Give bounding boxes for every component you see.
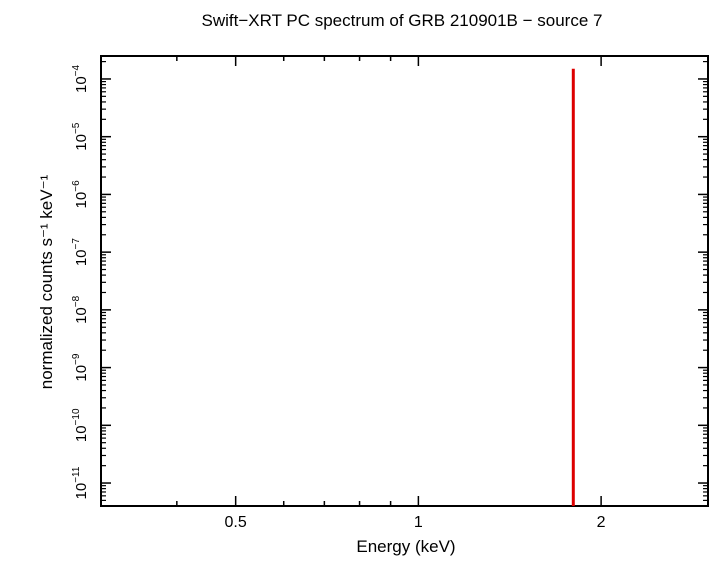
y-tick-label: 10−8 xyxy=(71,295,90,324)
y-tick-label: 10−10 xyxy=(71,408,90,442)
y-tick-label: 10−9 xyxy=(71,353,90,382)
y-tick-label: 10−6 xyxy=(71,180,90,209)
x-tick-label: 1 xyxy=(414,514,423,531)
y-tick-label: 10−4 xyxy=(71,64,90,93)
plot-frame xyxy=(100,55,709,507)
y-tick-label: 10−5 xyxy=(71,122,90,151)
y-tick-label: 10−7 xyxy=(71,238,90,267)
x-tick-label: 2 xyxy=(597,514,606,531)
y-axis-label: normalized counts s⁻¹ keV⁻¹ xyxy=(37,174,56,389)
y-tick-label: 10−11 xyxy=(71,466,90,499)
plot-area: 0.5 1 2 10−11 10−10 10−9 10−8 10−7 10−6 10−5 10−4 xyxy=(71,55,709,531)
x-tick-label: 0.5 xyxy=(225,514,247,531)
x-axis-label: Energy (keV) xyxy=(356,537,455,556)
chart-title: Swift−XRT PC spectrum of GRB 210901B − s… xyxy=(202,11,603,30)
